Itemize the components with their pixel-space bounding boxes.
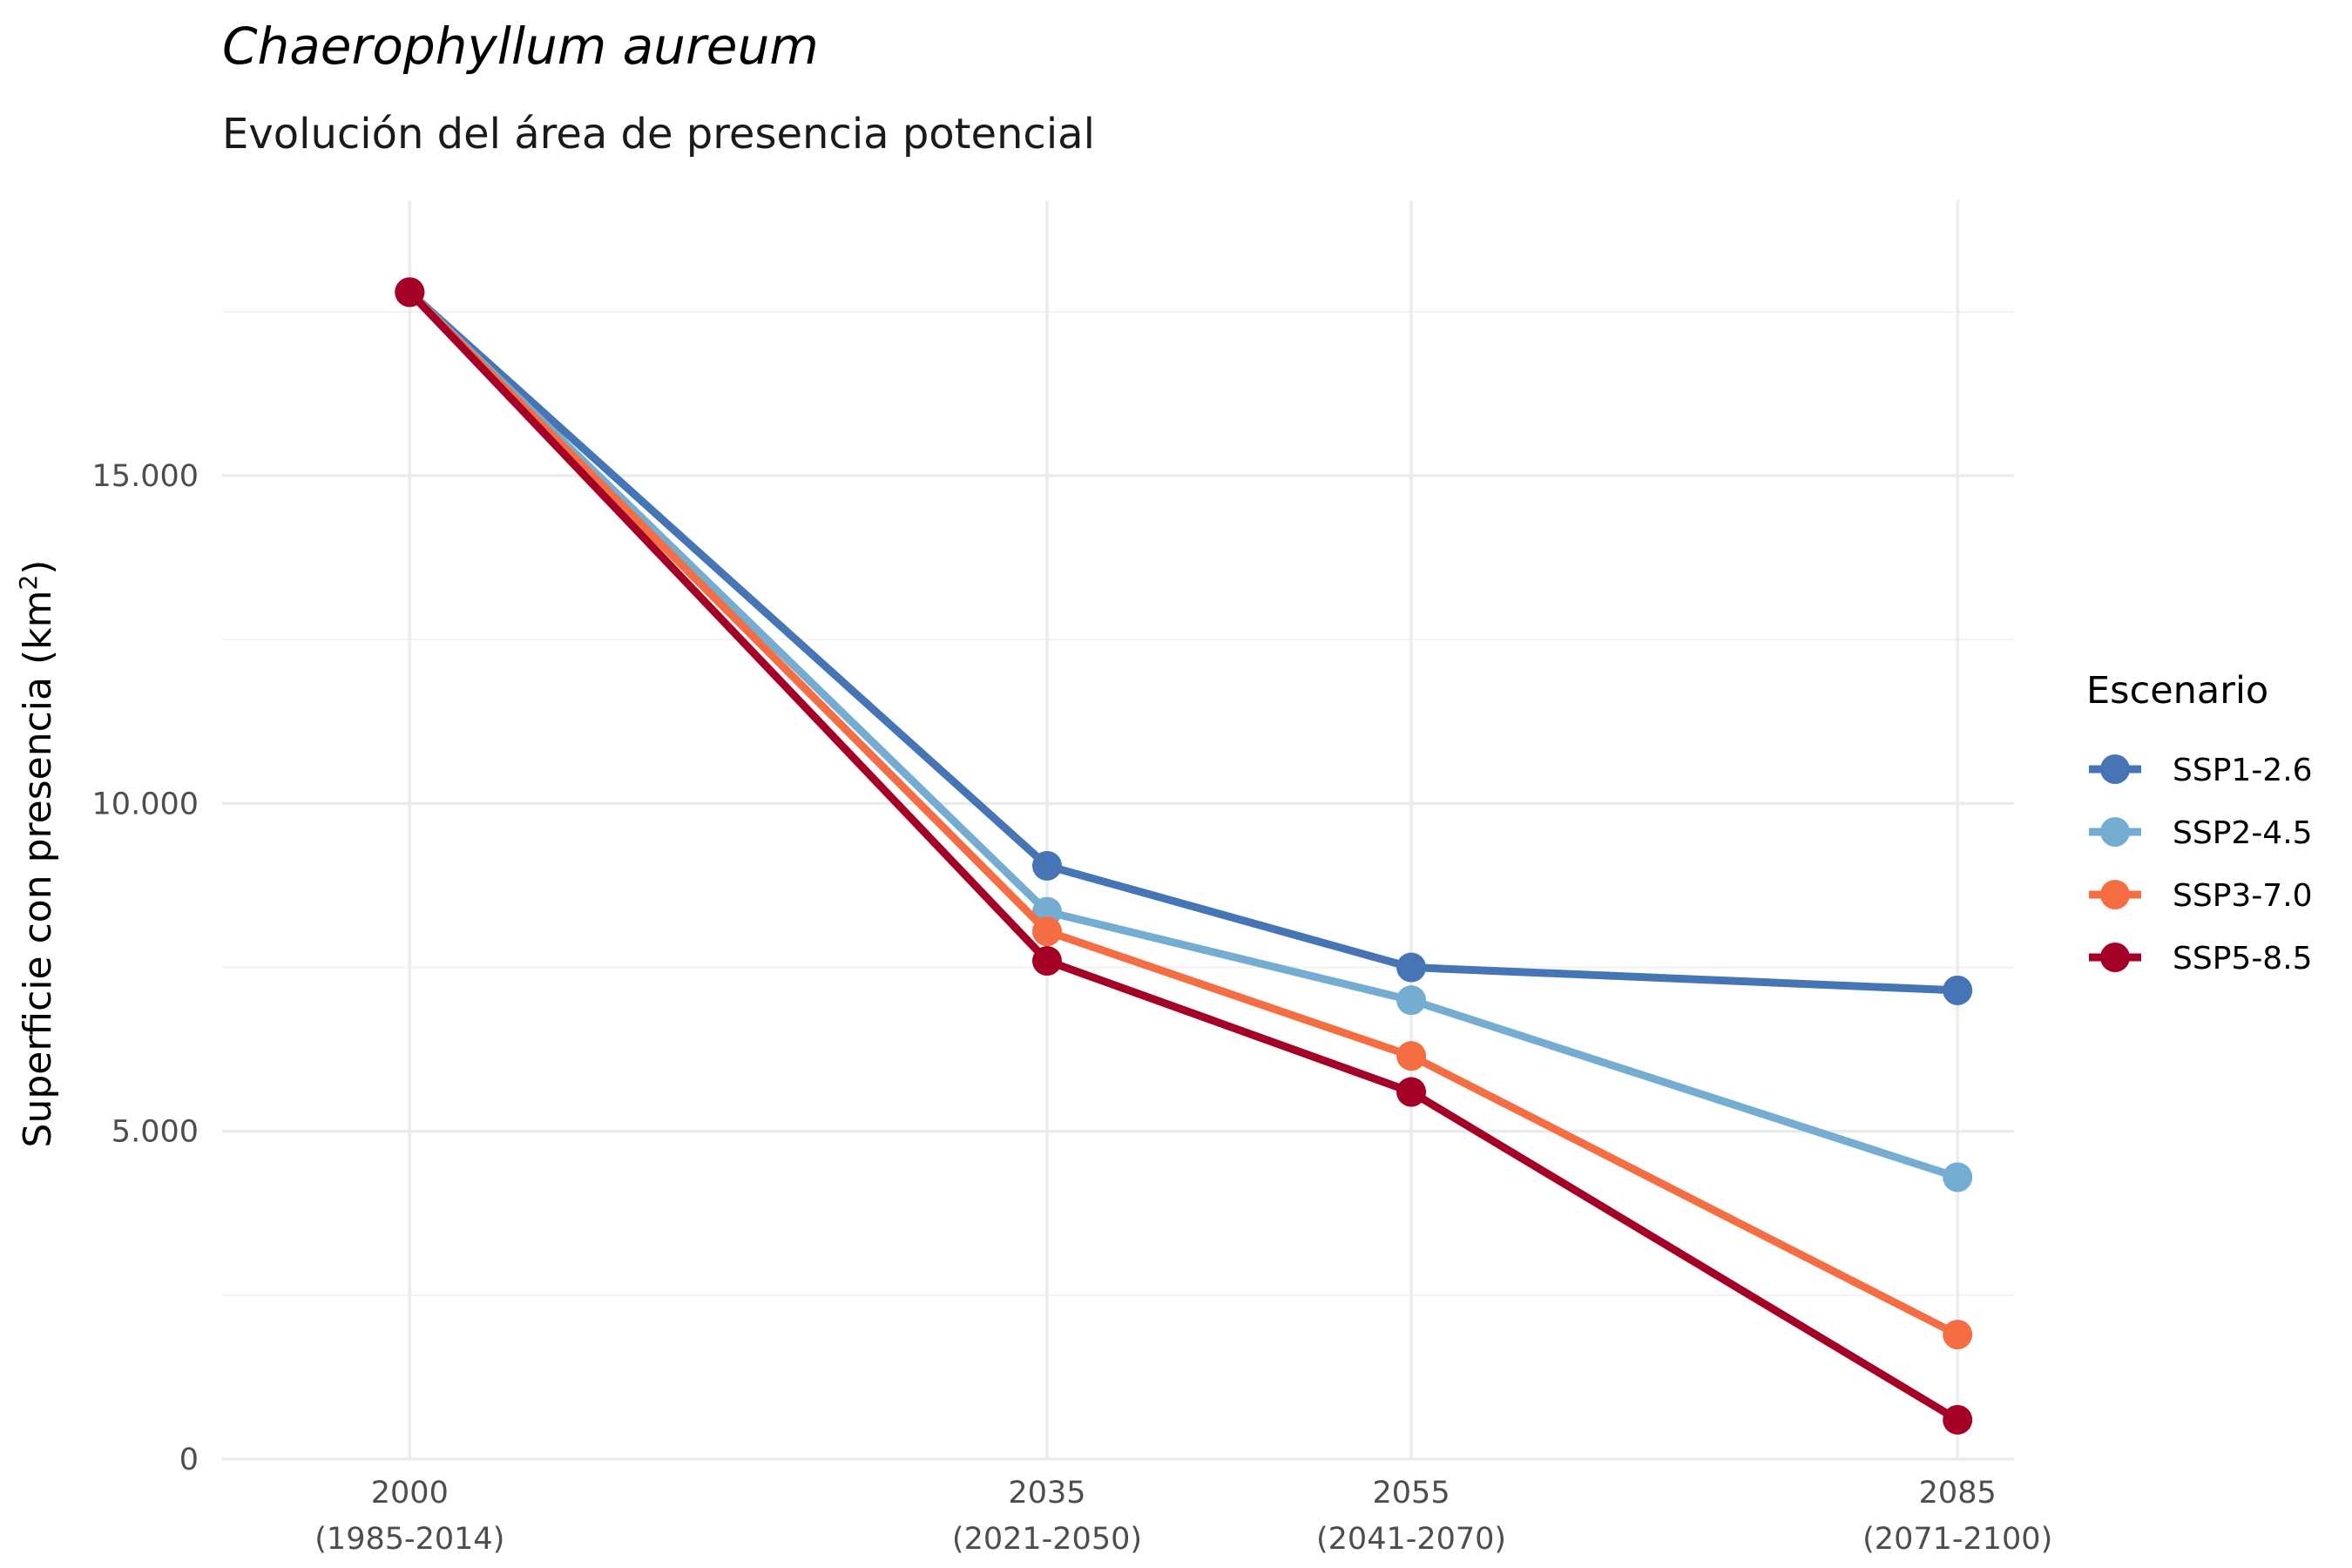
x-tick-period: (1985-2014) xyxy=(314,1522,504,1557)
legend: SSP1-2.6 SSP2-4.5 SSP3-7.0 SSP5-8.5 xyxy=(2089,753,2313,977)
data-point xyxy=(1943,1404,1973,1435)
legend-label: SSP2-4.5 xyxy=(2173,815,2313,851)
data-point xyxy=(1396,952,1427,983)
data-point xyxy=(1943,975,1973,1005)
legend-item: SSP3-7.0 xyxy=(2089,878,2313,914)
y-tick-label: 5.000 xyxy=(112,1115,199,1150)
series-ssp5-8.5 xyxy=(395,277,1973,1435)
x-tick-label: 2000 xyxy=(371,1476,449,1511)
x-axis-ticks: 2000 (1985-2014) 2035 (2021-2050) 2055 (2041-… xyxy=(314,1476,2052,1557)
legend-item: SSP1-2.6 xyxy=(2089,753,2313,788)
data-point xyxy=(1031,916,1062,947)
plot-grid xyxy=(222,200,2014,1461)
data-point xyxy=(1943,1162,1973,1193)
legend-marker xyxy=(2100,880,2130,909)
y-tick-label: 0 xyxy=(179,1443,199,1477)
y-axis-label-superscript: 2 xyxy=(14,575,43,591)
y-axis-label: Superficie con presencia (km2) xyxy=(14,560,60,1148)
legend-title: Escenario xyxy=(2086,669,2268,713)
legend-marker xyxy=(2100,943,2130,972)
legend-label: SSP1-2.6 xyxy=(2173,753,2313,788)
series-ssp2-4.5 xyxy=(395,277,1973,1193)
data-point xyxy=(1396,1041,1427,1071)
legend-marker xyxy=(2100,817,2130,847)
legend-label: SSP5-8.5 xyxy=(2173,941,2313,977)
series-layer xyxy=(395,277,1973,1435)
data-point xyxy=(1031,850,1062,881)
series-ssp3-7.0 xyxy=(395,277,1973,1350)
x-tick-period: (2021-2050) xyxy=(952,1522,1142,1557)
data-point xyxy=(1031,946,1062,977)
legend-item: SSP5-8.5 xyxy=(2089,941,2313,977)
x-tick-label: 2035 xyxy=(1008,1476,1085,1511)
series-line xyxy=(407,289,1959,1181)
x-tick-label: 2055 xyxy=(1373,1476,1450,1511)
y-tick-label: 15.000 xyxy=(92,459,199,494)
x-tick-period: (2071-2100) xyxy=(1862,1522,2052,1557)
series-line xyxy=(407,289,1960,1339)
chart-title: Chaerophyllum aureum xyxy=(222,17,819,76)
legend-item: SSP2-4.5 xyxy=(2089,815,2313,851)
x-tick-period: (2041-2070) xyxy=(1316,1522,1506,1557)
data-point xyxy=(395,277,425,308)
y-tick-label: 10.000 xyxy=(92,787,199,821)
data-point xyxy=(1943,1320,1973,1350)
y-axis-label-close: ) xyxy=(16,560,60,575)
series-ssp1-2.6 xyxy=(395,277,1973,1005)
series-line xyxy=(407,289,1960,1423)
legend-label: SSP3-7.0 xyxy=(2173,878,2313,914)
data-point xyxy=(1396,985,1427,1016)
legend-marker xyxy=(2100,754,2130,784)
y-axis-ticks: 0 5.000 10.000 15.000 xyxy=(92,459,199,1477)
series-line xyxy=(407,289,1958,995)
data-point xyxy=(1396,1077,1427,1107)
x-tick-label: 2085 xyxy=(1919,1476,1997,1511)
chart-subtitle: Evolución del área de presencia potencia… xyxy=(222,110,1095,159)
